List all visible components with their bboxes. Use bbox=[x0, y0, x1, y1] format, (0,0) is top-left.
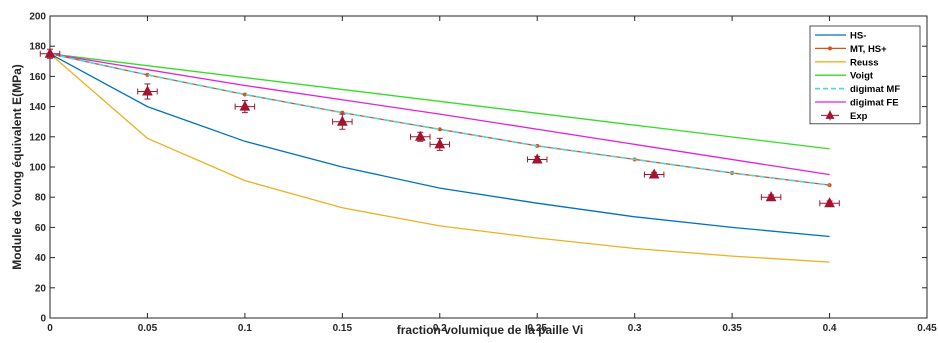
exp-point bbox=[234, 100, 256, 114]
y-tick-label: 40 bbox=[35, 253, 47, 264]
y-tick-label: 160 bbox=[29, 72, 46, 83]
exp-point bbox=[819, 197, 840, 208]
legend-item: Exp bbox=[821, 110, 868, 122]
exp-marker bbox=[434, 138, 446, 149]
y-tick-label: 120 bbox=[29, 132, 46, 143]
series-line-voigt bbox=[49, 53, 830, 150]
y-tick-label: 80 bbox=[35, 193, 47, 204]
legend-item: Reuss bbox=[815, 57, 879, 68]
y-tick-label: 0 bbox=[40, 314, 46, 325]
legend-label: HS- bbox=[850, 31, 866, 42]
x-tick-label: 0.2 bbox=[433, 323, 447, 334]
exp-marker bbox=[765, 191, 777, 202]
x-tick-label: 0.4 bbox=[823, 323, 837, 334]
series-line-digimat-mf bbox=[49, 53, 830, 186]
x-tick-label: 0.25 bbox=[527, 323, 547, 334]
exp-marker bbox=[142, 85, 153, 96]
exp-point bbox=[410, 130, 431, 142]
y-tick-label: 140 bbox=[29, 102, 46, 113]
y-tick-label: 180 bbox=[29, 42, 46, 53]
exp-marker bbox=[44, 47, 56, 58]
x-tick-label: 0.1 bbox=[238, 323, 252, 334]
y-axis-label: Module de Young équivalent E(MPa) bbox=[10, 64, 24, 270]
series-line-digimat-fe bbox=[49, 53, 830, 176]
exp-point bbox=[643, 168, 665, 179]
legend-item: HS- bbox=[815, 31, 866, 42]
x-tick-label: 0.45 bbox=[917, 323, 937, 334]
x-tick-label: 0 bbox=[47, 323, 53, 334]
plot-area bbox=[49, 15, 928, 319]
series-line-reuss bbox=[49, 53, 830, 263]
legend-label: Reuss bbox=[850, 57, 879, 68]
legend-item: digimat FE bbox=[815, 98, 899, 109]
series-point-mt-hs-plus bbox=[437, 127, 442, 132]
legend-label: MT, HS+ bbox=[850, 44, 887, 55]
exp-point bbox=[760, 191, 782, 202]
y-tick-label: 20 bbox=[35, 283, 47, 294]
legend-swatch-marker bbox=[825, 110, 835, 119]
legend-item: MT, HS+ bbox=[815, 44, 887, 55]
series-point-mt-hs-plus bbox=[242, 92, 247, 97]
exp-marker bbox=[337, 115, 348, 126]
exp-point bbox=[332, 113, 353, 130]
y-tick-label: 200 bbox=[29, 12, 46, 23]
exp-point bbox=[39, 47, 61, 59]
exp-marker bbox=[531, 153, 543, 164]
series-line-mt-hs- bbox=[49, 53, 830, 186]
legend-label: Voigt bbox=[850, 71, 874, 82]
exp-point bbox=[526, 153, 548, 164]
x-tick-label: 0.35 bbox=[722, 323, 742, 334]
legend-label: Exp bbox=[850, 111, 868, 122]
x-tick-label: 0.15 bbox=[333, 323, 353, 334]
legend-label: digimat MF bbox=[850, 84, 900, 95]
legend-swatch-marker bbox=[828, 46, 832, 51]
series-line-hs- bbox=[49, 53, 830, 238]
exp-marker bbox=[824, 197, 835, 208]
exp-marker bbox=[648, 168, 660, 179]
legend-item: digimat MF bbox=[815, 84, 900, 95]
x-tick-label: 0.05 bbox=[138, 323, 158, 334]
x-axis-label: fraction volumique de la paille Vi bbox=[397, 323, 584, 337]
exp-point bbox=[137, 83, 158, 100]
y-tick-label: 60 bbox=[35, 223, 47, 234]
x-tick-label: 0.3 bbox=[628, 323, 642, 334]
exp-marker bbox=[414, 130, 426, 141]
legend-label: digimat FE bbox=[850, 98, 899, 109]
series-point-mt-hs-plus bbox=[340, 110, 345, 115]
exp-point bbox=[429, 137, 451, 151]
exp-marker bbox=[239, 100, 251, 111]
legend-item: Voigt bbox=[815, 71, 874, 82]
y-tick-label: 100 bbox=[29, 163, 46, 174]
